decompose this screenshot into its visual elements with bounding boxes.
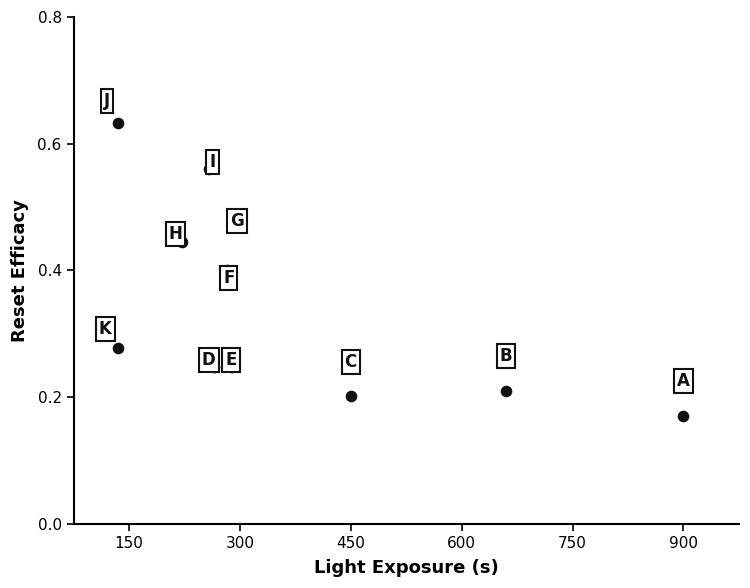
X-axis label: Light Exposure (s): Light Exposure (s) — [314, 559, 499, 577]
Point — [226, 220, 238, 229]
Point — [202, 165, 214, 174]
Text: I: I — [209, 152, 215, 171]
Y-axis label: Reset Efficacy: Reset Efficacy — [11, 199, 29, 342]
Text: H: H — [169, 225, 182, 243]
Point — [112, 118, 124, 128]
Point — [220, 266, 232, 275]
Point — [345, 391, 357, 400]
Point — [226, 362, 238, 372]
Text: J: J — [104, 92, 110, 110]
Text: A: A — [677, 372, 690, 390]
Point — [112, 343, 124, 353]
Point — [208, 362, 220, 372]
Text: D: D — [202, 352, 216, 369]
Text: C: C — [344, 353, 357, 371]
Text: B: B — [500, 347, 512, 365]
Text: G: G — [230, 212, 244, 230]
Point — [677, 412, 689, 421]
Text: F: F — [223, 269, 235, 287]
Text: K: K — [99, 320, 112, 338]
Point — [500, 386, 512, 396]
Point — [176, 237, 188, 246]
Text: E: E — [225, 352, 237, 369]
